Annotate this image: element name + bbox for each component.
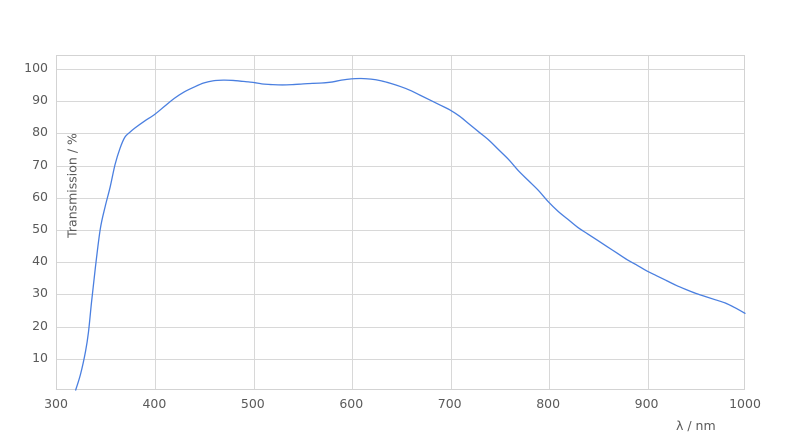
- gridline-vertical: [253, 56, 255, 389]
- gridline-horizontal: [57, 294, 744, 296]
- y-axis-title: Transmission / %: [64, 133, 80, 238]
- gridline-vertical: [155, 56, 157, 389]
- x-tick-label: 400: [142, 396, 167, 411]
- gridline-horizontal: [57, 68, 744, 70]
- y-tick-label: 50: [32, 220, 48, 236]
- x-tick-label: 900: [634, 396, 659, 411]
- gridline-horizontal: [57, 262, 744, 264]
- y-tick-label: 80: [32, 124, 48, 140]
- x-tick-label: 500: [240, 396, 265, 411]
- x-tick-label: 600: [339, 396, 364, 411]
- gridline-horizontal: [57, 229, 744, 231]
- gridline-horizontal: [57, 326, 744, 328]
- y-tick-label: 70: [32, 156, 48, 172]
- gridline-vertical: [450, 56, 452, 389]
- y-tick-label: 60: [32, 188, 48, 204]
- plot-area: [56, 55, 745, 390]
- series-line-transmission: [75, 77, 746, 391]
- y-tick-label: 40: [32, 253, 48, 269]
- gridline-vertical: [647, 56, 649, 389]
- y-tick-label: 100: [24, 59, 48, 75]
- y-tick-label: 20: [32, 317, 48, 333]
- x-tick-label: 700: [437, 396, 462, 411]
- x-tick-label: 800: [536, 396, 561, 411]
- x-tick-label: 300: [44, 396, 68, 411]
- gridline-horizontal: [57, 197, 744, 199]
- y-tick-label: 10: [32, 349, 48, 365]
- gridline-horizontal: [57, 133, 744, 135]
- gridline-horizontal: [57, 101, 744, 103]
- x-axis-title: λ / nm: [676, 418, 716, 433]
- gridline-horizontal: [57, 358, 744, 360]
- gridline-vertical: [549, 56, 551, 389]
- gridline-horizontal: [57, 165, 744, 167]
- x-tick-label: 1000: [729, 396, 761, 411]
- y-tick-label: 30: [32, 285, 48, 301]
- gridline-vertical: [352, 56, 354, 389]
- y-tick-label: 90: [32, 92, 48, 108]
